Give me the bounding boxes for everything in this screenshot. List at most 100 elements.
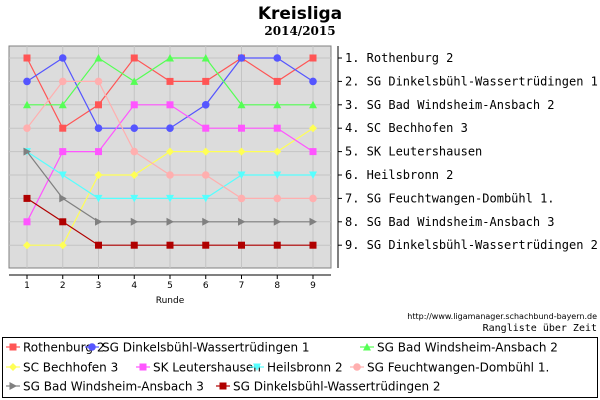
x-tick-label: 2 bbox=[60, 281, 66, 291]
data-point bbox=[130, 147, 139, 156]
legend-marker bbox=[363, 343, 371, 351]
data-point bbox=[273, 147, 282, 156]
data-point bbox=[166, 124, 174, 132]
y-tick-label: 6. Heilsbronn 2 bbox=[345, 168, 453, 182]
data-point bbox=[58, 241, 67, 250]
legend-marker bbox=[9, 343, 17, 351]
data-point bbox=[273, 241, 281, 249]
y-tick-label: 4. SC Bechhofen 3 bbox=[345, 121, 468, 135]
data-point bbox=[309, 54, 317, 62]
legend-label: SG Bad Windsheim-Ansbach 2 bbox=[377, 341, 558, 355]
data-point bbox=[58, 171, 67, 179]
legend: Rothenburg 2SG Dinkelsbühl-Wassertrüding… bbox=[6, 341, 558, 394]
series-7 bbox=[23, 77, 317, 203]
data-point bbox=[59, 218, 67, 226]
legend-marker bbox=[139, 363, 147, 371]
data-point bbox=[238, 241, 245, 249]
series-group bbox=[23, 54, 317, 250]
legend-item: Heilsbronn 2 bbox=[250, 361, 343, 375]
data-point bbox=[130, 124, 139, 132]
data-point bbox=[59, 124, 67, 132]
data-point bbox=[23, 241, 31, 250]
legend-label: SK Leutershausen bbox=[153, 361, 261, 375]
data-point bbox=[130, 194, 139, 203]
y-tick-label: 3. SG Bad Windsheim-Ansbach 2 bbox=[345, 98, 555, 112]
series-5 bbox=[23, 101, 317, 226]
legend-marker bbox=[9, 382, 17, 390]
y-tick-label: 9. SG Dinkelsbühl-Wassertrüdingen 2 bbox=[345, 238, 598, 252]
legend-marker bbox=[353, 363, 361, 371]
x-tick-label: 9 bbox=[310, 281, 316, 291]
x-axis: 1 2 3 4 5 6 7 8 9 bbox=[9, 274, 331, 291]
x-tick-label: 3 bbox=[96, 281, 102, 291]
legend-item: SG Feuchtwangen-Dombühl 1. bbox=[350, 361, 549, 375]
legend-item: SC Bechhofen 3 bbox=[6, 361, 118, 375]
legend-marker bbox=[9, 363, 17, 371]
data-point bbox=[201, 54, 210, 62]
y-tick-label: 7. SG Feuchtwangen-Dombühl 1. bbox=[345, 191, 555, 205]
legend-item: SG Bad Windsheim-Ansbach 2 bbox=[360, 341, 558, 355]
data-point bbox=[202, 241, 210, 249]
legend-item: SG Dinkelsbühl-Wassertrüdingen 2 bbox=[216, 380, 441, 394]
data-point bbox=[130, 171, 139, 179]
y-tick-label: 5. SK Leutershausen bbox=[345, 145, 482, 159]
x-axis-label: Runde bbox=[156, 296, 185, 306]
legend-label: SG Dinkelsbühl-Wassertrüdingen 1 bbox=[102, 341, 310, 355]
chart-title: Kreisliga bbox=[258, 4, 342, 24]
data-point bbox=[166, 54, 174, 62]
legend-marker bbox=[88, 343, 96, 351]
data-point bbox=[23, 218, 31, 226]
footer-url: http://www.ligamanager.schachbund-bayern… bbox=[407, 312, 597, 321]
data-point bbox=[309, 124, 317, 133]
data-point bbox=[58, 100, 67, 109]
data-point bbox=[309, 148, 317, 156]
series-4 bbox=[23, 124, 317, 250]
data-point bbox=[59, 148, 67, 156]
data-point bbox=[94, 77, 103, 86]
data-point bbox=[95, 101, 102, 109]
series-3 bbox=[23, 54, 317, 109]
x-tick-label: 5 bbox=[167, 281, 173, 291]
y-axis: 1. Rothenburg 2 2. SG Dinkelsbühl-Wassert… bbox=[337, 46, 598, 268]
data-point bbox=[237, 54, 246, 62]
data-point bbox=[166, 171, 174, 179]
data-point bbox=[166, 101, 174, 109]
data-point bbox=[23, 54, 31, 62]
legend-box bbox=[2, 337, 598, 398]
data-point bbox=[237, 171, 246, 179]
data-point bbox=[58, 54, 67, 62]
y-tick-label: 8. SG Bad Windsheim-Ansbach 3 bbox=[345, 215, 555, 229]
data-point bbox=[309, 217, 317, 226]
legend-label: SG Feuchtwangen-Dombühl 1. bbox=[367, 361, 549, 375]
data-point bbox=[166, 217, 174, 226]
data-point bbox=[130, 217, 139, 226]
series-8 bbox=[23, 147, 317, 226]
x-tick-label: 8 bbox=[274, 281, 280, 291]
legend-label: Heilsbronn 2 bbox=[267, 361, 343, 375]
data-point bbox=[273, 171, 282, 179]
data-point bbox=[59, 194, 67, 203]
data-point bbox=[201, 194, 210, 203]
legend-label: Rothenburg 2 bbox=[23, 341, 104, 355]
legend-item: Rothenburg 2 bbox=[6, 341, 104, 355]
y-tick-label: 1. Rothenburg 2 bbox=[345, 51, 453, 65]
legend-marker bbox=[253, 363, 261, 371]
data-point bbox=[237, 147, 246, 156]
data-point bbox=[94, 124, 103, 132]
data-point bbox=[23, 124, 31, 132]
data-point bbox=[201, 147, 210, 156]
x-tick-label: 6 bbox=[203, 281, 209, 291]
data-point bbox=[273, 217, 282, 226]
data-point bbox=[273, 54, 282, 62]
data-point bbox=[130, 241, 138, 249]
x-tick-label: 1 bbox=[24, 281, 30, 291]
data-point bbox=[94, 171, 103, 179]
data-point bbox=[166, 194, 174, 203]
data-point bbox=[23, 100, 31, 109]
legend-label: SG Dinkelsbühl-Wassertrüdingen 2 bbox=[233, 380, 441, 394]
data-point bbox=[202, 77, 210, 85]
data-point bbox=[94, 54, 103, 62]
data-point bbox=[273, 77, 281, 85]
data-point bbox=[309, 171, 317, 179]
